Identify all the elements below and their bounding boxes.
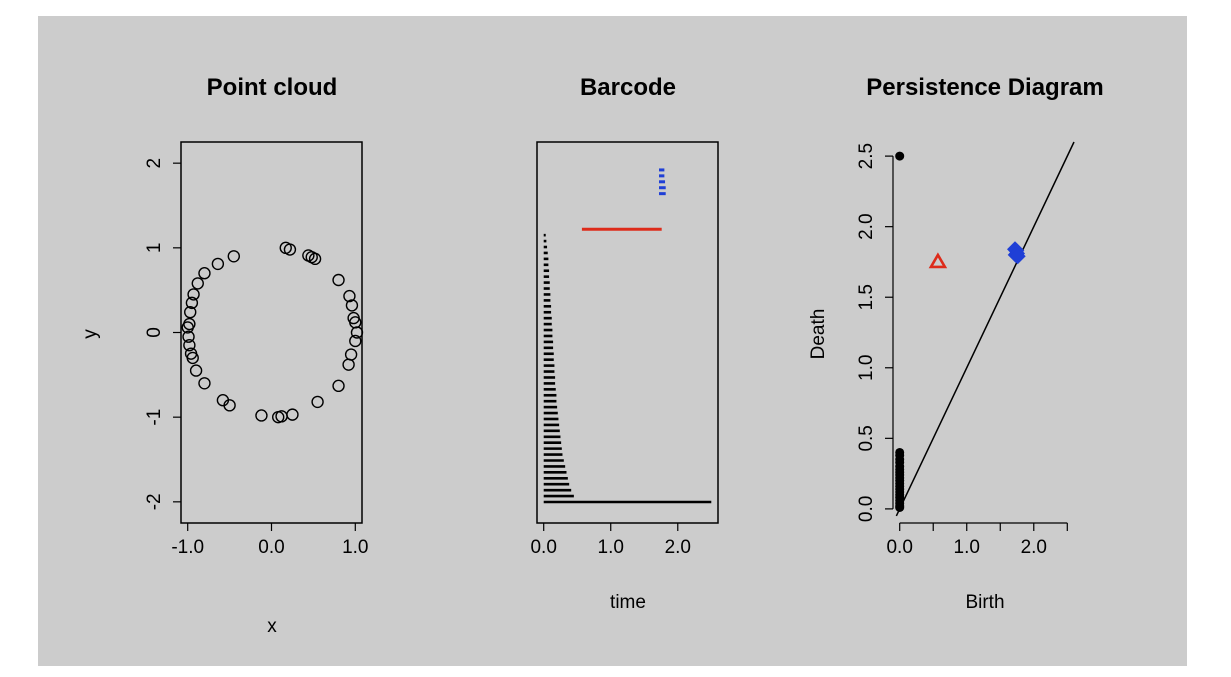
persistence-point-dim2 (1009, 248, 1026, 265)
point-cloud-plot-frame (180, 141, 363, 524)
barcode-xlabel: time (610, 592, 646, 613)
point-cloud-ytick-label: -2 (144, 493, 165, 510)
point-cloud-xtick-label: -1.0 (171, 537, 204, 558)
point-cloud-point (186, 351, 199, 365)
persistence-diagram-ytick-label: 0.5 (856, 425, 877, 451)
barcode-xtick-label: 1.0 (598, 537, 624, 558)
point-cloud-ylabel: y (80, 329, 101, 339)
point-cloud-point (191, 277, 204, 290)
persistence-point-dim1 (928, 252, 948, 269)
point-cloud-panel: Point cloud x y -1.0 0.0 1.0 -2 -1 0 1 2 (80, 74, 369, 637)
point-cloud-point (184, 305, 197, 319)
barcode-bars (543, 168, 712, 504)
persistence-diagram-xlabel: Birth (965, 592, 1004, 613)
point-cloud-point (347, 311, 360, 325)
point-cloud-title: Point cloud (207, 74, 338, 101)
point-cloud-point (198, 267, 211, 280)
point-cloud-xtick-label: 1.0 (342, 537, 368, 558)
persistence-diagram-xtick-label: 2.0 (1021, 537, 1047, 558)
figure-canvas: Point cloud x y -1.0 0.0 1.0 -2 -1 0 1 2 Barcod… (38, 16, 1187, 666)
point-cloud-xlabel: x (267, 616, 277, 637)
point-cloud-point (189, 364, 203, 377)
point-cloud-point (343, 289, 356, 303)
point-cloud-point (279, 241, 292, 255)
persistence-diagram-axes: 0.0 1.0 2.0 0.0 0.5 1.0 1.5 2.0 2.5 (856, 143, 1068, 558)
point-cloud-ytick-label: 2 (144, 158, 165, 169)
point-cloud-point (185, 296, 199, 310)
point-cloud-points (181, 241, 364, 424)
persistence-point-dim0 (895, 502, 905, 512)
persistence-point-dim0 (895, 151, 905, 161)
persistence-diagram-title: Persistence Diagram (866, 74, 1103, 101)
persistence-diagram-diagonal (895, 141, 1075, 517)
barcode-xtick-label: 2.0 (665, 537, 691, 558)
figure-background (38, 16, 1187, 666)
point-cloud-point (255, 409, 268, 422)
persistence-diagram-ytick-label: 0.0 (856, 496, 877, 522)
persistence-diagram-ytick-label: 1.5 (856, 284, 877, 310)
persistence-diagram-panel: Persistence Diagram Birth Death 0.0 1.0 2.… (808, 74, 1104, 613)
point-cloud-xtick-label: 0.0 (258, 537, 284, 558)
barcode-plot-frame (536, 141, 719, 524)
point-cloud-point (332, 273, 345, 287)
persistence-diagram-diagonal-line (895, 141, 1075, 517)
point-cloud-point (349, 334, 362, 348)
point-cloud-ytick-label: -1 (144, 409, 165, 426)
point-cloud-point (227, 250, 240, 263)
persistence-diagram-xtick-label: 1.0 (954, 537, 980, 558)
point-cloud-point (198, 377, 211, 390)
point-cloud-point (187, 288, 200, 301)
point-cloud-point (311, 395, 324, 409)
point-cloud-point (182, 330, 195, 343)
persistence-diagram-ylabel: Death (808, 309, 829, 360)
persistence-diagram-ytick-label: 1.0 (856, 355, 877, 381)
point-cloud-point (302, 249, 315, 262)
persistence-diagram-ytick-label: 2.0 (856, 213, 877, 239)
point-cloud-axes: -1.0 0.0 1.0 -2 -1 0 1 2 (144, 158, 368, 558)
point-cloud-point (286, 408, 299, 421)
persistence-diagram-xtick-label: 0.0 (886, 537, 912, 558)
barcode-panel: Barcode time 0.0 1.0 2.0 (530, 74, 719, 613)
point-cloud-ytick-label: 0 (144, 327, 165, 338)
point-cloud-point (183, 339, 196, 352)
point-cloud-point (181, 321, 194, 334)
point-cloud-point (223, 399, 236, 412)
barcode-axes: 0.0 1.0 2.0 (530, 523, 691, 558)
point-cloud-ytick-label: 1 (144, 243, 165, 254)
barcode-xtick-label: 0.0 (530, 537, 556, 558)
point-cloud-point (332, 379, 345, 393)
figure: Point cloud x y -1.0 0.0 1.0 -2 -1 0 1 2 Barcod… (38, 16, 1187, 666)
persistence-diagram-points (895, 151, 1026, 512)
point-cloud-point (344, 348, 358, 361)
point-cloud-point (211, 257, 225, 271)
barcode-title: Barcode (580, 74, 676, 101)
point-cloud-point (345, 299, 359, 312)
persistence-diagram-ytick-label: 2.5 (856, 143, 877, 169)
